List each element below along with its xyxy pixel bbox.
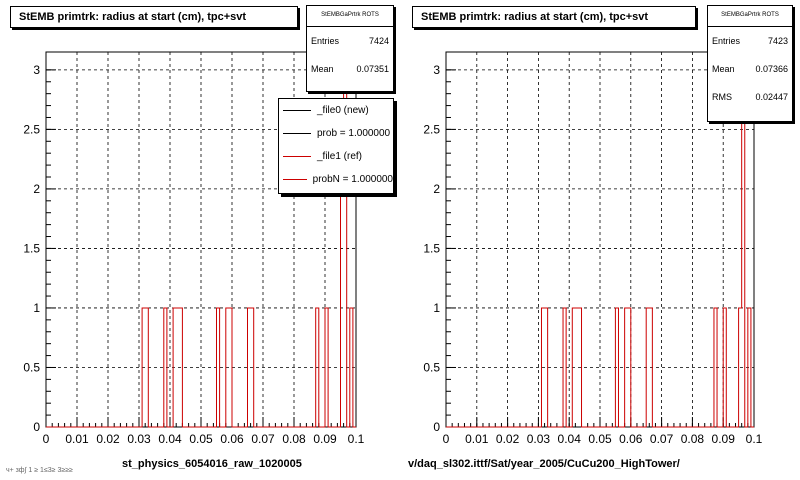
- left-x-caption: st_physics_6054016_raw_1020005: [122, 458, 302, 470]
- x-tick-label: 0.02: [496, 432, 520, 446]
- right-chart-title: StEMB primtrk: radius at start (cm), tpc…: [412, 6, 696, 28]
- x-tick-label: 0.06: [619, 432, 643, 446]
- y-tick-label: 1: [433, 301, 440, 315]
- legend-swatch: [283, 179, 307, 180]
- left-stats-entries-value: 7424: [368, 36, 389, 46]
- right-chart-plot: 0 0.01 0.02 0.03 0.04 0.05 0.06 0.07 0.08 0.09 0.1…: [423, 51, 763, 446]
- y-tick-label: 2.5: [23, 122, 40, 136]
- x-tick-label: 0.05: [189, 432, 213, 446]
- right-stats-rms-value: 0.02447: [755, 92, 788, 102]
- x-tick-label: 0.02: [96, 432, 120, 446]
- right-stats-entries-value: 7423: [767, 36, 788, 46]
- left-stats-entries-label: Entries: [311, 36, 340, 46]
- right-x-caption: v/daq_sl302.ittf/Sat/year_2005/CuCu200_H…: [408, 458, 680, 470]
- x-tick-label: 0.01: [465, 432, 489, 446]
- right-stats-mean-value: 0.07366: [755, 64, 788, 74]
- x-tick-label: 0.08: [681, 432, 705, 446]
- x-tick-label: 0: [443, 432, 450, 446]
- legend-item: _file0 (new): [279, 99, 393, 122]
- x-tick-label: 0: [43, 432, 50, 446]
- left-legend: _file0 (new) prob = 1.000000 _file1 (ref…: [278, 98, 394, 194]
- legend-label: probN = 1.000000: [312, 174, 393, 185]
- x-tick-label: 0.05: [588, 432, 612, 446]
- legend-label: _file1 (ref): [317, 151, 363, 162]
- left-chart-title: StEMB primtrk: radius at start (cm), tpc…: [10, 6, 298, 28]
- y-tick-label: 3: [433, 63, 440, 77]
- x-tick-label: 0.09: [712, 432, 736, 446]
- left-stats-header: StEMBGaPrtrk ROTS: [307, 6, 393, 27]
- x-tick-label: 0.03: [527, 432, 551, 446]
- x-tick-label: 0.04: [158, 432, 182, 446]
- y-tick-label: 2: [33, 182, 40, 196]
- y-tick-label: 0.5: [23, 360, 40, 374]
- x-tick-label: 0.03: [127, 432, 151, 446]
- x-tick-label: 0.09: [313, 432, 337, 446]
- histogram-series: [446, 69, 754, 428]
- right-stats-header: StEMBGaPrtrk ROTS: [708, 6, 792, 27]
- right-stats-box: StEMBGaPrtrk ROTS Entries 7423 Mean 0.0736…: [707, 5, 793, 122]
- x-tick-label: 0.07: [650, 432, 674, 446]
- right-stats-mean-label: Mean: [712, 64, 735, 74]
- y-tick-label: 1.5: [423, 241, 440, 255]
- left-stats-mean-value: 0.07351: [356, 64, 389, 74]
- right-stats-rms-label: RMS: [712, 92, 732, 102]
- y-tick-label: 1: [33, 301, 40, 315]
- y-tick-label: 0.5: [423, 360, 440, 374]
- legend-swatch: [283, 133, 311, 134]
- x-tick-label: 0.01: [65, 432, 89, 446]
- y-tick-label: 3: [33, 63, 40, 77]
- y-tick-label: 0: [433, 420, 440, 434]
- legend-item: _file1 (ref): [279, 145, 393, 168]
- x-tick-label: 0.08: [282, 432, 306, 446]
- right-stats-entries-label: Entries: [712, 36, 741, 46]
- x-tick-label: 0.1: [746, 432, 763, 446]
- legend-label: prob = 1.000000: [317, 128, 391, 139]
- legend-label: _file0 (new): [317, 105, 369, 116]
- legend-item: prob = 1.000000: [279, 122, 393, 145]
- legend-swatch: [283, 156, 311, 157]
- x-tick-label: 0.04: [558, 432, 582, 446]
- histogram-series: [46, 69, 356, 428]
- left-stats-box: StEMBGaPrtrk ROTS Entries 7424 Mean 0.0735…: [306, 5, 394, 92]
- y-tick-label: 2.5: [423, 122, 440, 136]
- left-stats-mean-label: Mean: [311, 64, 334, 74]
- x-tick-label: 0.1: [348, 432, 365, 446]
- legend-swatch: [283, 110, 311, 111]
- y-tick-label: 1.5: [23, 241, 40, 255]
- y-tick-label: 2: [433, 182, 440, 196]
- x-tick-label: 0.07: [251, 432, 275, 446]
- legend-item: probN = 1.000000: [279, 168, 393, 191]
- footer-text: ч+ зф∫ 1 ≥ 1≤3≥ 3≥≥≥: [6, 467, 73, 474]
- x-tick-label: 0.06: [220, 432, 244, 446]
- y-tick-label: 0: [33, 420, 40, 434]
